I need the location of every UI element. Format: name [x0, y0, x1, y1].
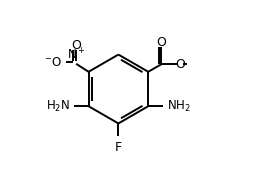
Text: O: O — [175, 58, 185, 71]
Text: H$_2$N: H$_2$N — [46, 99, 70, 114]
Text: F: F — [115, 141, 122, 154]
Text: O: O — [156, 36, 166, 49]
Text: $^{-}$O: $^{-}$O — [44, 56, 62, 69]
Text: NH$_2$: NH$_2$ — [167, 99, 191, 114]
Text: N$^+$: N$^+$ — [67, 47, 85, 62]
Text: O: O — [71, 39, 81, 52]
